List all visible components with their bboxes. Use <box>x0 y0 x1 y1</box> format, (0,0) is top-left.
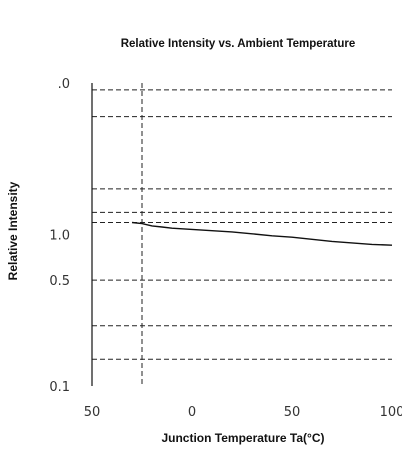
chart-title: Relative Intensity vs. Ambient Temperatu… <box>121 38 356 50</box>
x-tick-label: 50 <box>284 405 301 420</box>
y-tick-label: .0 <box>58 77 70 92</box>
y-axis-label: Relative Intensity <box>6 181 20 280</box>
y-tick-label: 0.1 <box>49 380 70 395</box>
x-tick-label: 100 <box>380 405 402 420</box>
x-tick-label: 50 <box>84 405 101 420</box>
x-tick-label: 0 <box>188 405 196 420</box>
x-axis-label: Junction Temperature Ta(°C) <box>161 431 324 445</box>
series-line <box>131 221 393 246</box>
y-tick-label: 0.5 <box>49 274 70 289</box>
y-tick-labels: .0 1.0 0.5 0.1 <box>49 77 70 395</box>
y-tick-label: 1.0 <box>49 229 70 244</box>
x-tick-labels: 50 0 50 100 <box>84 405 402 420</box>
grid-lines <box>92 83 392 386</box>
series-layer <box>131 221 393 246</box>
